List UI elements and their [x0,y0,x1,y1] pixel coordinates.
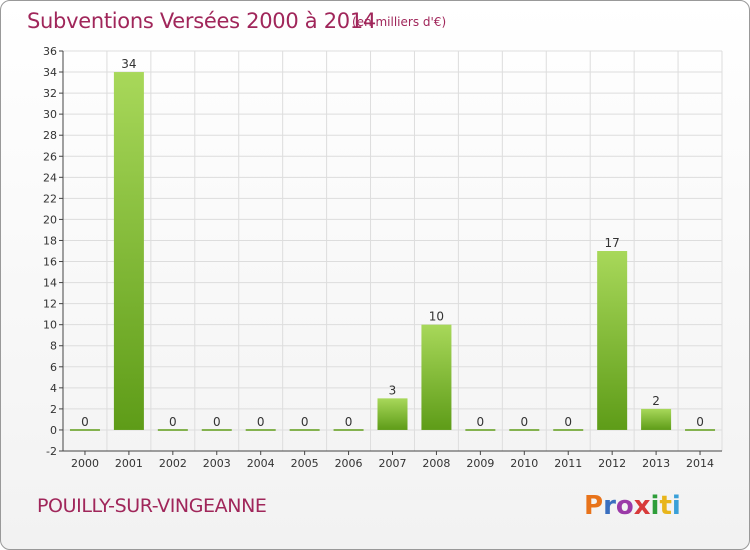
x-tick-label: 2013 [642,457,670,470]
logo-letter: P [584,491,604,521]
y-tick-label: 2 [50,403,57,416]
x-tick-label: 2000 [71,457,99,470]
data-label: 2 [652,394,660,408]
bar [113,72,144,430]
y-tick-label: 10 [43,319,57,332]
y-tick-label: 30 [43,108,57,121]
y-tick-label: 36 [43,45,57,58]
chart-subtitle: (en milliers d'€) [352,15,447,29]
data-label: 0 [301,415,309,429]
y-tick-label: 8 [50,340,57,353]
y-tick-label: 4 [50,382,57,395]
x-tick-label: 2010 [510,457,538,470]
data-label: 0 [81,415,89,429]
x-tick-label: 2011 [554,457,582,470]
bar [641,408,672,430]
data-label: 3 [389,383,397,397]
data-label: 0 [345,415,353,429]
bars [69,72,716,431]
proxiti-logo[interactable]: Proxiti [584,491,681,521]
y-tick-label: 12 [43,298,57,311]
data-label: 34 [121,57,136,71]
x-tick-label: 2003 [203,457,231,470]
data-label: 17 [605,236,620,250]
y-tick-label: 20 [43,213,57,226]
data-labels: 0 34 0 0 0 0 0 3 10 0 0 0 17 2 0 [81,57,704,429]
logo-letter: i [671,491,681,521]
x-tick-label: 2008 [422,457,450,470]
y-tick-label: 26 [43,150,57,163]
data-label: 0 [520,415,528,429]
logo-letter: i [650,491,660,521]
chart-title: Subventions Versées 2000 à 2014 [27,9,376,33]
x-tick-label: 2006 [335,457,363,470]
x-tick-label: 2001 [115,457,143,470]
y-tick-label: 6 [50,361,57,374]
logo-letter: x [633,491,651,521]
data-label: 0 [696,415,704,429]
y-tick-label: 16 [43,256,57,269]
data-label: 0 [169,415,177,429]
y-tick-label: -2 [46,445,57,458]
y-tick-label: 24 [43,171,57,184]
bar [597,251,628,430]
x-tick-label: 2012 [598,457,626,470]
y-tick-label: 0 [50,424,57,437]
data-label: 0 [564,415,572,429]
data-label: 10 [429,310,444,324]
x-tick-label: 2005 [291,457,319,470]
data-label: 0 [213,415,221,429]
x-tick-label: 2002 [159,457,187,470]
x-tick-label: 2004 [247,457,275,470]
logo-letter: t [659,491,672,521]
x-tick-label: 2007 [379,457,407,470]
y-tick-label: 32 [43,87,57,100]
logo-letter: o [615,491,634,521]
y-tick-label: 14 [43,277,57,290]
logo-letter: r [603,491,616,521]
data-label: 0 [257,415,265,429]
data-label: 0 [477,415,485,429]
y-tick-label: 34 [43,66,57,79]
y-tick-label: 22 [43,192,57,205]
bar [377,398,408,430]
bar [421,324,452,430]
commune-name: POUILLY-SUR-VINGEANNE [37,495,267,517]
y-tick-label: 28 [43,129,57,142]
x-tick-label: 2014 [686,457,714,470]
x-tick-label: 2009 [466,457,494,470]
y-tick-label: 18 [43,234,57,247]
